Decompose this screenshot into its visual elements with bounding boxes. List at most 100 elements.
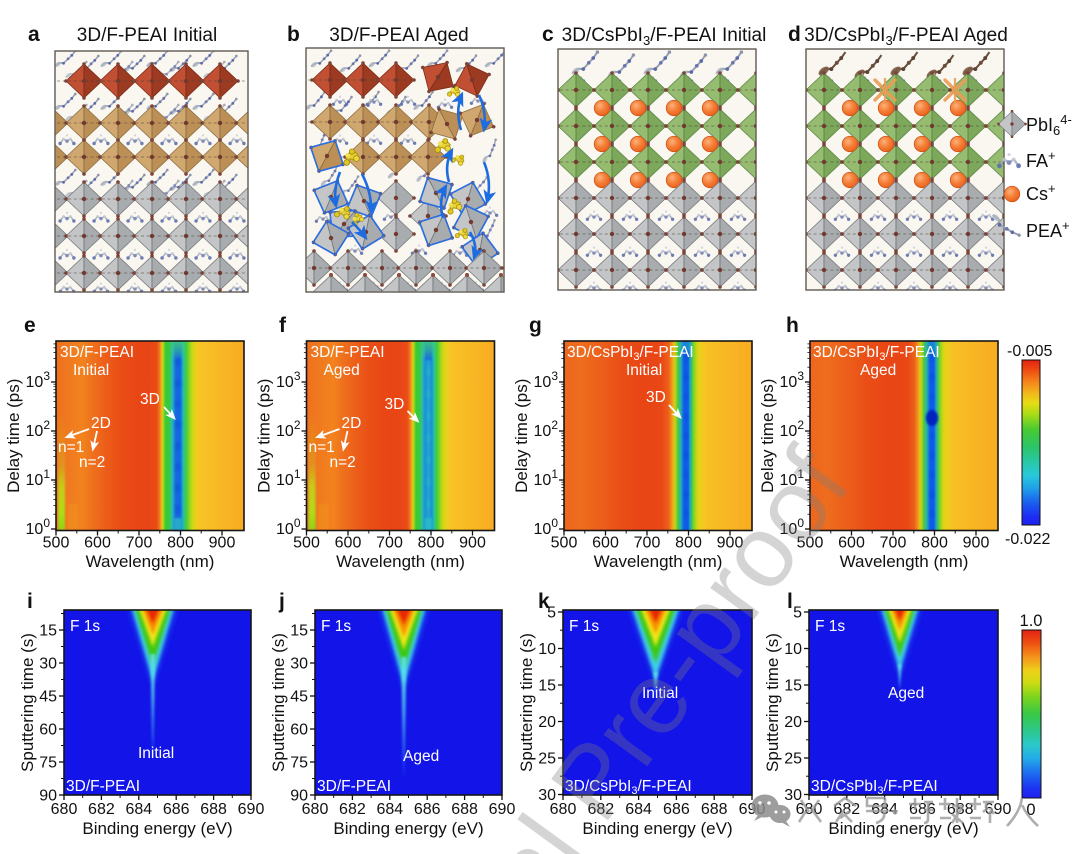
svg-text:Initial: Initial (73, 362, 109, 379)
svg-text:30: 30 (39, 656, 57, 673)
svg-text:l: l (787, 590, 793, 613)
svg-text:3D/F-PEAI: 3D/F-PEAI (317, 778, 391, 795)
svg-text:3D/F-PEAI Aged: 3D/F-PEAI Aged (329, 25, 468, 46)
svg-text:800: 800 (418, 535, 445, 552)
svg-text:10: 10 (784, 641, 802, 658)
svg-text:3D/CsPbI3/F-PEAI Aged: 3D/CsPbI3/F-PEAI Aged (804, 25, 1008, 48)
svg-text:90: 90 (39, 788, 57, 805)
svg-text:0: 0 (1026, 801, 1035, 819)
svg-text:700: 700 (880, 535, 907, 552)
svg-text:Binding energy (eV): Binding energy (eV) (828, 819, 978, 838)
svg-text:Sputtering time (s): Sputtering time (s) (18, 633, 37, 772)
svg-text:f: f (279, 314, 287, 337)
svg-text:15: 15 (784, 678, 802, 695)
svg-text:700: 700 (126, 535, 153, 552)
svg-text:F 1s: F 1s (70, 618, 100, 635)
svg-text:n=2: n=2 (79, 454, 105, 471)
svg-text:680: 680 (51, 801, 78, 818)
svg-text:Binding energy (eV): Binding energy (eV) (82, 819, 232, 838)
svg-text:3D/F-PEAI: 3D/F-PEAI (311, 344, 385, 361)
svg-text:690: 690 (238, 801, 265, 818)
svg-text:900: 900 (717, 535, 744, 552)
svg-text:45: 45 (39, 689, 57, 706)
svg-text:690: 690 (985, 801, 1012, 818)
svg-text:20: 20 (538, 714, 556, 731)
svg-text:Aged: Aged (324, 362, 360, 379)
svg-text:5: 5 (547, 605, 556, 622)
svg-text:1.0: 1.0 (1020, 612, 1043, 630)
svg-text:d: d (788, 23, 801, 46)
svg-text:90: 90 (290, 788, 308, 805)
svg-text:PEA+: PEA+ (1026, 218, 1070, 241)
svg-text:n=1: n=1 (309, 439, 335, 456)
svg-text:-0.005: -0.005 (1007, 343, 1052, 360)
svg-text:Sputtering time (s): Sputtering time (s) (517, 633, 536, 772)
svg-text:600: 600 (335, 535, 362, 552)
svg-text:10: 10 (538, 641, 556, 658)
svg-text:900: 900 (459, 535, 486, 552)
svg-text:30: 30 (290, 656, 308, 673)
svg-text:Delay time (ps): Delay time (ps) (255, 379, 274, 493)
svg-text:690: 690 (489, 801, 516, 818)
svg-text:75: 75 (39, 755, 57, 772)
svg-text:3D/CsPbI3/F-PEAI: 3D/CsPbI3/F-PEAI (811, 778, 938, 797)
svg-text:600: 600 (84, 535, 111, 552)
svg-text:900: 900 (963, 535, 990, 552)
svg-text:Initial: Initial (138, 745, 174, 762)
svg-text:2D: 2D (91, 415, 111, 432)
svg-text:i: i (27, 590, 33, 613)
svg-text:3D: 3D (140, 391, 160, 408)
svg-text:Delay time (ps): Delay time (ps) (4, 379, 23, 493)
svg-text:5: 5 (793, 605, 802, 622)
svg-text:Aged: Aged (860, 362, 896, 379)
svg-text:25: 25 (538, 751, 556, 768)
svg-text:Aged: Aged (403, 748, 439, 765)
svg-text:600: 600 (838, 535, 865, 552)
svg-text:2D: 2D (342, 415, 362, 432)
svg-text:682: 682 (587, 801, 614, 818)
svg-text:h: h (786, 314, 799, 337)
svg-text:3D/CsPbI3/F-PEAI Initial: 3D/CsPbI3/F-PEAI Initial (562, 25, 767, 48)
svg-text:3D/F-PEAI: 3D/F-PEAI (60, 344, 134, 361)
svg-text:30: 30 (538, 787, 556, 804)
svg-text:688: 688 (200, 801, 227, 818)
svg-text:Sputtering time (s): Sputtering time (s) (763, 633, 782, 772)
svg-text:Delay time (ps): Delay time (ps) (758, 379, 777, 493)
svg-text:n=1: n=1 (58, 439, 84, 456)
svg-text:700: 700 (634, 535, 661, 552)
svg-text:500: 500 (293, 535, 320, 552)
svg-text:Binding energy (eV): Binding energy (eV) (582, 819, 732, 838)
svg-text:3D: 3D (646, 389, 666, 406)
svg-text:Wavelength (nm): Wavelength (nm) (86, 552, 215, 571)
svg-text:g: g (529, 314, 542, 337)
svg-text:3D/F-PEAI Initial: 3D/F-PEAI Initial (77, 25, 217, 46)
svg-text:25: 25 (784, 751, 802, 768)
svg-text:60: 60 (39, 722, 57, 739)
svg-text:680: 680 (550, 801, 577, 818)
svg-text:686: 686 (663, 801, 690, 818)
svg-text:600: 600 (592, 535, 619, 552)
svg-text:682: 682 (339, 801, 366, 818)
svg-text:75: 75 (290, 755, 308, 772)
svg-text:15: 15 (538, 678, 556, 695)
svg-text:j: j (278, 590, 285, 613)
svg-text:684: 684 (376, 801, 403, 818)
svg-text:F 1s: F 1s (569, 618, 599, 635)
svg-text:688: 688 (701, 801, 728, 818)
svg-text:b: b (287, 23, 300, 46)
svg-text:688: 688 (451, 801, 478, 818)
svg-text:800: 800 (675, 535, 702, 552)
svg-text:500: 500 (551, 535, 578, 552)
svg-text:3D: 3D (385, 396, 405, 413)
svg-text:Sputtering time (s): Sputtering time (s) (269, 633, 288, 772)
svg-text:Initial: Initial (626, 362, 662, 379)
svg-text:20: 20 (784, 714, 802, 731)
svg-text:F 1s: F 1s (815, 618, 845, 635)
svg-text:-0.022: -0.022 (1005, 531, 1050, 548)
svg-text:n=2: n=2 (330, 454, 356, 471)
svg-text:Delay time (ps): Delay time (ps) (512, 379, 531, 493)
svg-text:680: 680 (302, 801, 329, 818)
svg-text:686: 686 (414, 801, 441, 818)
svg-text:3D/CsPbI3/F-PEAI: 3D/CsPbI3/F-PEAI (813, 344, 940, 363)
svg-text:Aged: Aged (888, 685, 924, 702)
